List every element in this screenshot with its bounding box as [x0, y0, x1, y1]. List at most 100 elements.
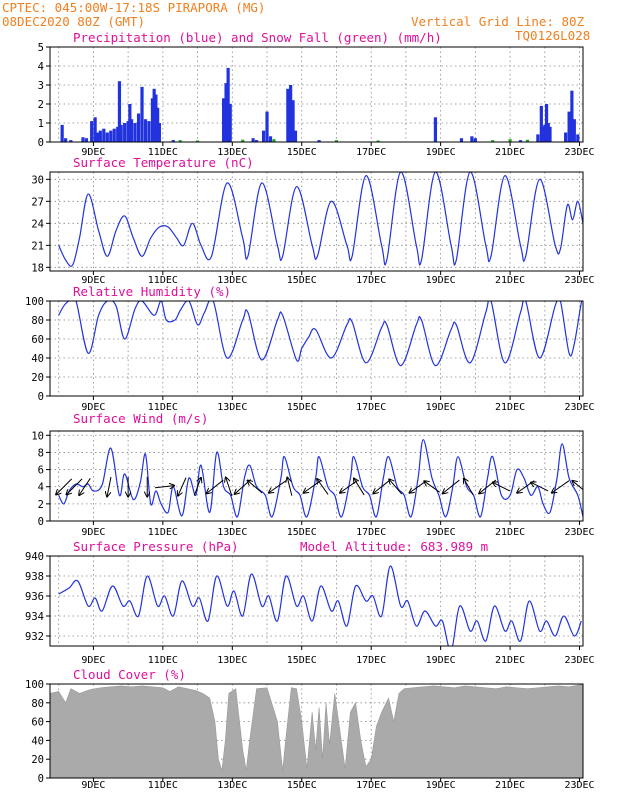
- bar-precip-0: [543, 124, 547, 142]
- panel-wind: 0 2 4 6 8 10 9DEC 11DEC 13DEC 15DEC 17DEC 19DEC 21DE…: [31, 411, 594, 538]
- bar-precip-0: [544, 104, 549, 142]
- bar-precip-0: [156, 107, 160, 142]
- x-tick-label: 23DEC: [564, 402, 594, 413]
- bar-precip-0: [136, 113, 141, 142]
- bar-precip-0: [64, 138, 68, 142]
- x-tick-label: 15DEC: [287, 655, 317, 666]
- y-tick-label: 10: [31, 430, 44, 442]
- wind-arrow: [155, 486, 174, 488]
- x-tick-label: 19DEC: [426, 780, 456, 791]
- bar-precip-0: [224, 83, 228, 142]
- x-tick-label: 21DEC: [495, 402, 525, 413]
- x-tick-label: 19DEC: [426, 655, 456, 666]
- y-tick-label: 60: [31, 334, 44, 346]
- wind-arrow: [107, 476, 112, 496]
- x-tick-label: 9DEC: [81, 402, 105, 413]
- x-tick-label: 11DEC: [148, 655, 178, 666]
- bar-precip-0: [95, 132, 100, 142]
- bar-precip-0: [154, 94, 158, 142]
- bar-precip-0: [268, 136, 273, 142]
- x-tick-label: 13DEC: [217, 527, 247, 538]
- y-tick-label: 24: [31, 218, 44, 230]
- bar-precip-0: [157, 123, 161, 142]
- bar-precip-0: [541, 126, 545, 142]
- line-temperature: [58, 172, 583, 267]
- bar-precip-0: [567, 111, 571, 142]
- bar-precip-0: [119, 124, 123, 142]
- x-tick-label: 9DEC: [81, 527, 105, 538]
- y-tick-label: 2: [38, 499, 44, 511]
- x-tick-label: 17DEC: [356, 275, 386, 286]
- wind-arrow: [531, 482, 549, 492]
- bar-precip-0: [116, 126, 120, 142]
- y-tick-label: 940: [25, 551, 44, 563]
- panel-frame: [49, 683, 584, 779]
- bar-precip-0: [261, 130, 266, 142]
- y-tick-label: 100: [25, 679, 44, 691]
- bar-precip-0: [293, 130, 298, 142]
- bar-precip-0: [84, 138, 89, 142]
- bar-precip-1: [334, 140, 339, 142]
- wind-arrow: [304, 480, 322, 493]
- bar-precip-0: [81, 137, 85, 142]
- y-tick-label: 100: [25, 296, 44, 308]
- bar-precip-0: [433, 117, 438, 142]
- wind-arrow: [269, 480, 287, 493]
- wind-arrow: [287, 478, 293, 496]
- y-tick-label: 21: [31, 240, 44, 252]
- x-tick-label: 21DEC: [495, 275, 525, 286]
- x-tick-label: 17DEC: [356, 402, 386, 413]
- wind-arrow: [572, 481, 583, 491]
- x-tick-label: 23DEC: [564, 147, 594, 158]
- y-tick-label: 80: [31, 698, 44, 710]
- y-tick-label: 936: [25, 591, 44, 603]
- wind-arrow: [443, 479, 460, 493]
- bar-precip-0: [102, 128, 106, 142]
- x-tick-label: 23DEC: [564, 527, 594, 538]
- y-tick-label: 20: [31, 372, 44, 384]
- series-group: [58, 565, 582, 646]
- x-tick-label: 11DEC: [148, 402, 178, 413]
- bar-precip-0: [147, 121, 151, 142]
- bar-precip-0: [251, 138, 255, 142]
- x-tick-label: 19DEC: [426, 402, 456, 413]
- bar-precip-0: [152, 88, 156, 142]
- bar-precip-0: [112, 128, 116, 142]
- wind-arrow: [373, 479, 391, 493]
- y-tick-label: 18: [31, 262, 44, 274]
- x-tick-label: 13DEC: [217, 655, 247, 666]
- panel-cloud: 0 20 40 60 80 100 9DEC 11DEC 13DEC 15DEC 17DEC 19DE…: [25, 667, 595, 791]
- bar-precip-0: [128, 104, 132, 142]
- x-tick-label: 23DEC: [564, 780, 594, 791]
- bar-precip-1: [241, 139, 245, 142]
- wind-arrow: [248, 480, 263, 494]
- y-tick-label: 27: [31, 196, 44, 208]
- bar-precip-0: [536, 134, 540, 142]
- wind-arrow: [424, 481, 440, 493]
- x-tick-label: 11DEC: [148, 147, 178, 158]
- x-tick-label: 13DEC: [217, 275, 247, 286]
- y-tick-label: 4: [38, 482, 44, 494]
- bar-precip-0: [518, 140, 523, 142]
- bar-precip-0: [222, 98, 226, 142]
- bar-precip-0: [109, 130, 113, 142]
- x-tick-label: 11DEC: [148, 527, 178, 538]
- panel-frame: [49, 46, 584, 143]
- bar-precip-1: [508, 139, 512, 142]
- x-tick-label: 11DEC: [148, 780, 178, 791]
- x-tick-label: 17DEC: [356, 527, 386, 538]
- y-tick-label: 1: [38, 118, 44, 130]
- x-tick-label: 17DEC: [356, 780, 386, 791]
- panel-temperature: 18 21 24 27 30 9DEC 11DEC 13DEC 15DEC 17DEC 19DEC 2…: [31, 155, 594, 286]
- bar-precip-0: [90, 121, 94, 142]
- y-tick-label: 0: [38, 137, 44, 149]
- y-tick-label: 938: [25, 571, 44, 583]
- panel-humidity: 0 20 40 60 80 100 9DEC 11DEC 13DEC 15DEC 17DEC 19DE…: [25, 284, 595, 413]
- x-tick-label: 19DEC: [426, 275, 456, 286]
- x-tick-label: 23DEC: [564, 655, 594, 666]
- area-cloud: [50, 684, 583, 778]
- y-tick-label: 30: [31, 174, 44, 186]
- line-wind: [58, 438, 583, 518]
- bar-precip-0: [473, 138, 477, 142]
- x-tick-label: 17DEC: [356, 655, 386, 666]
